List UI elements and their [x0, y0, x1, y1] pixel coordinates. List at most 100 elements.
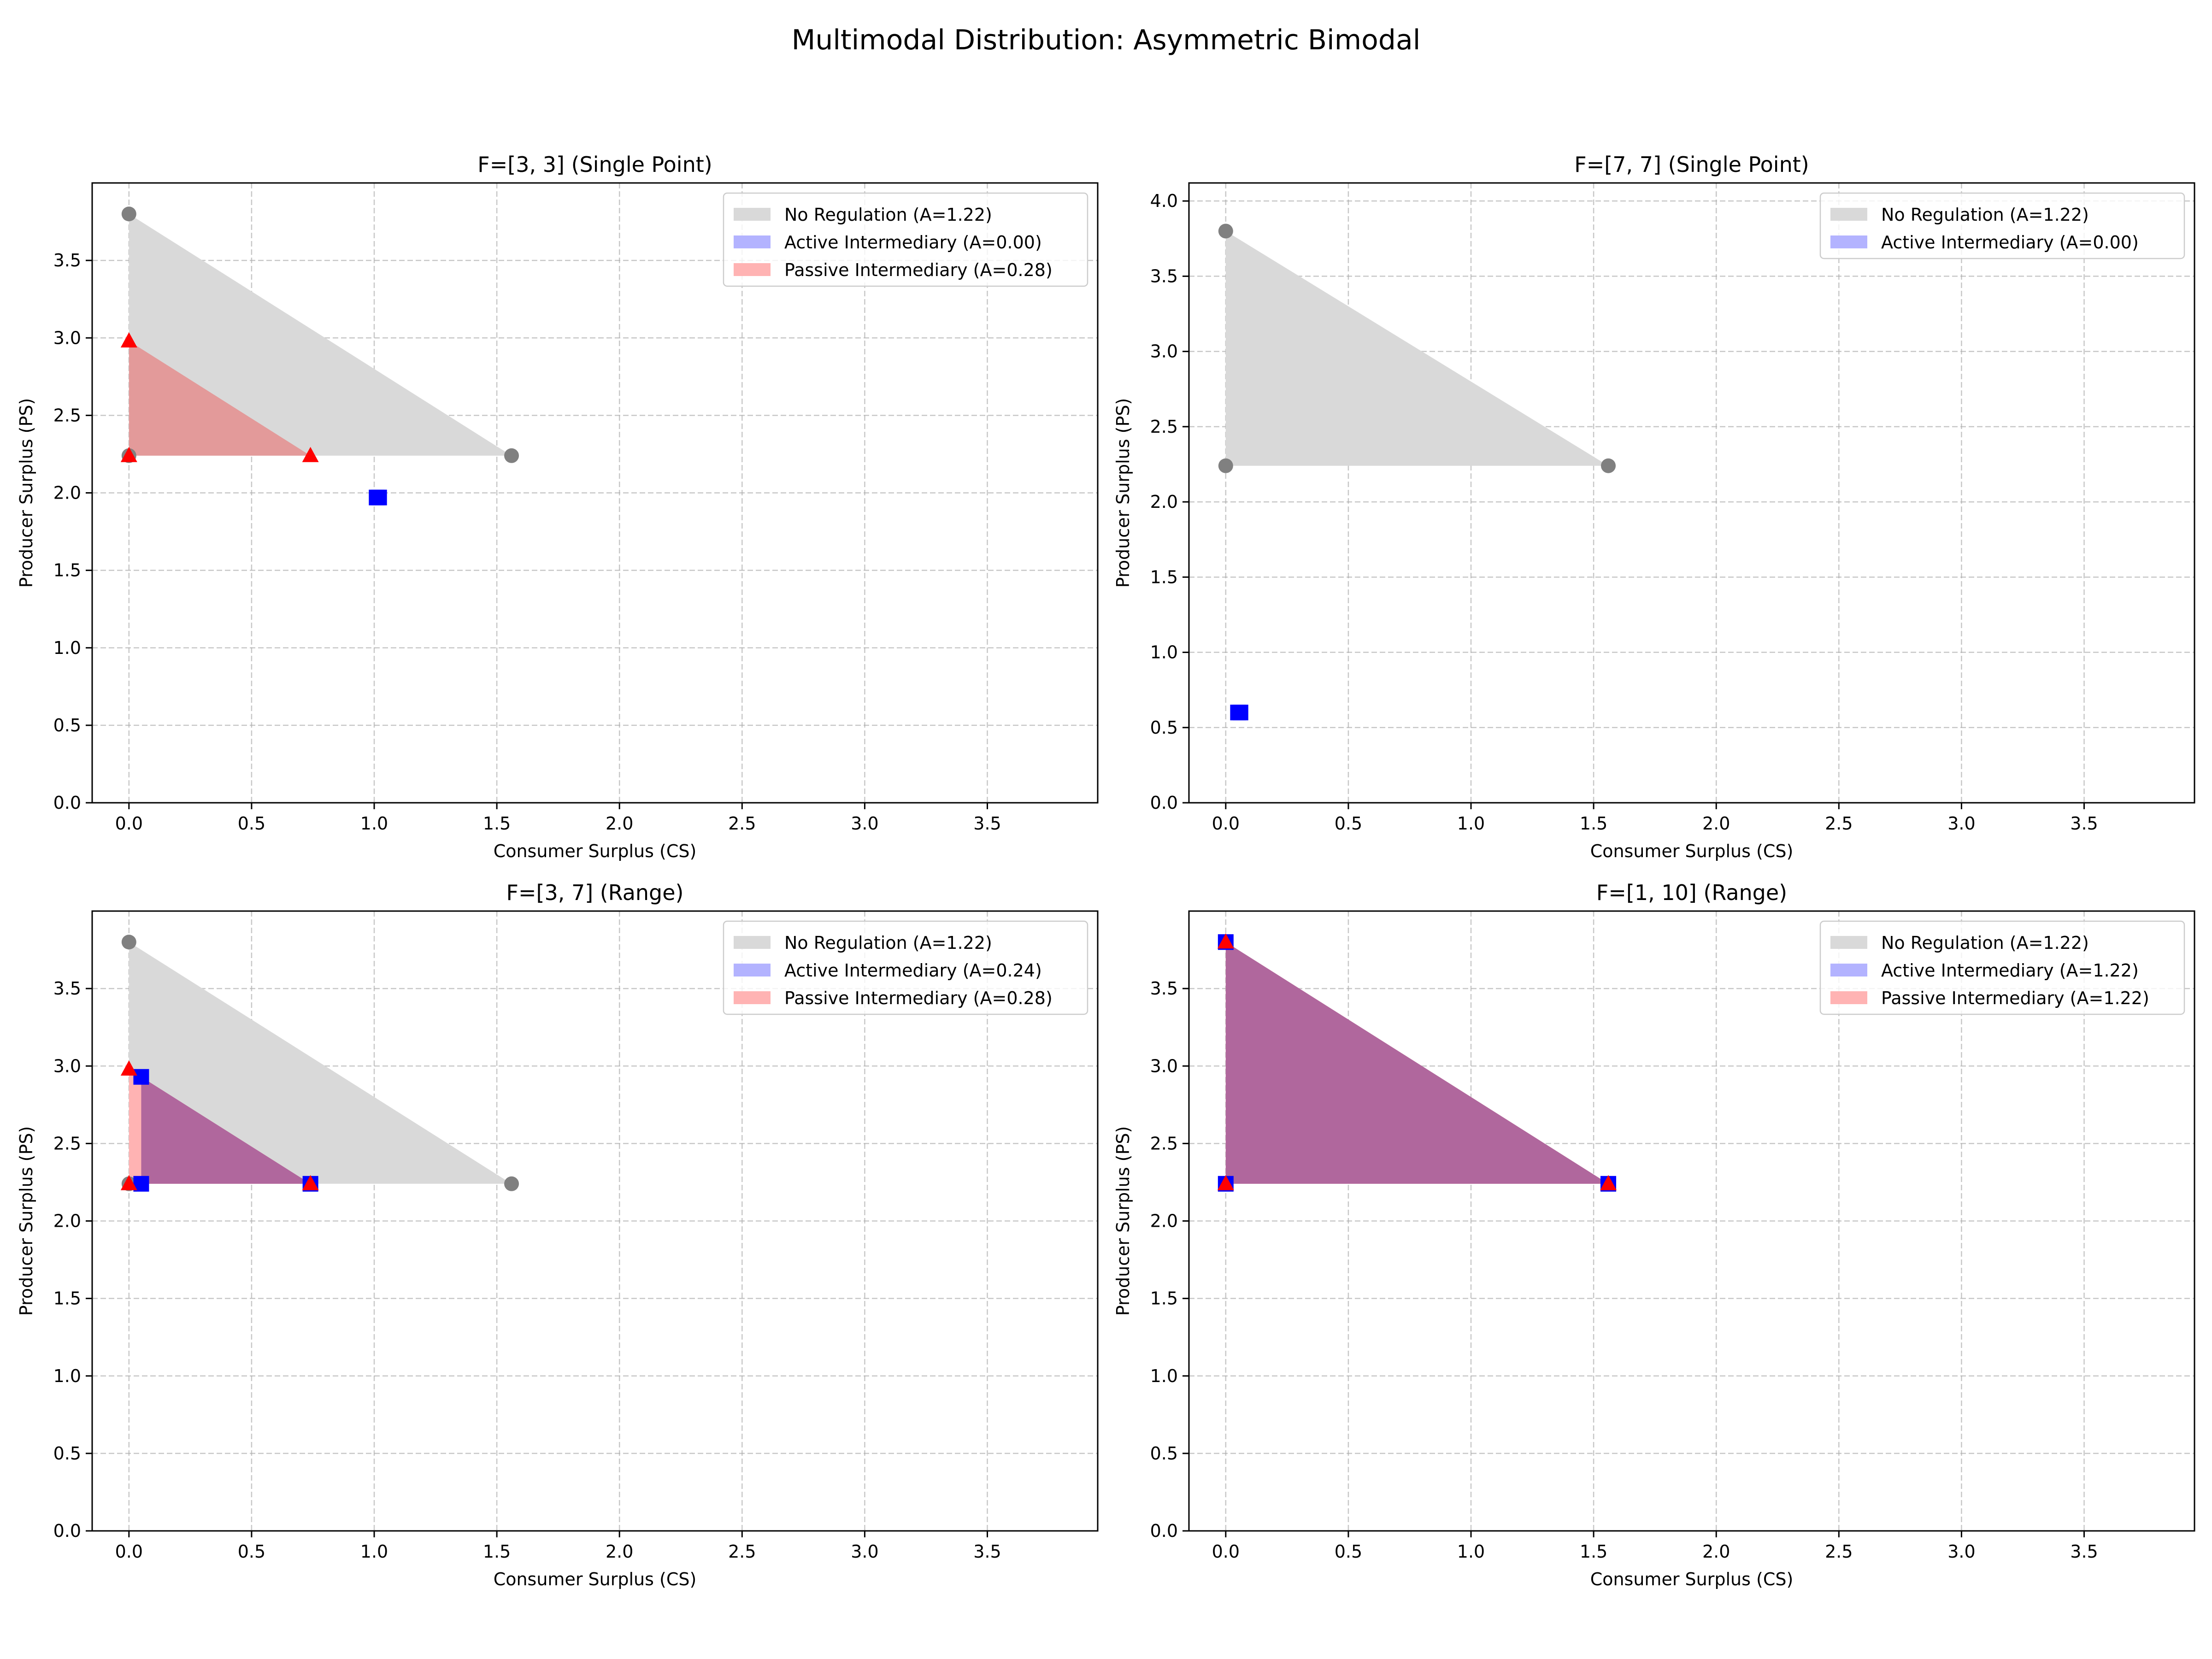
y-axis-label: Producer Surplus (PS) [1113, 1126, 1133, 1316]
passive-intermediary-point [1217, 1175, 1234, 1190]
no-regulation-point [1218, 458, 1233, 473]
y-tick-label: 2.0 [53, 483, 81, 503]
active-intermediary-point [1232, 705, 1248, 721]
y-tick-label: 1.0 [1150, 642, 1178, 663]
legend-entry: Active Intermediary (A=1.22) [1881, 960, 2139, 981]
y-tick-label: 2.0 [1150, 492, 1178, 512]
x-tick-label: 1.0 [360, 1541, 388, 1562]
y-tick-label: 1.5 [53, 560, 81, 581]
legend: No Regulation (A=1.22) Active Intermediar… [723, 920, 1088, 1015]
y-tick-label: 3.5 [1150, 266, 1178, 286]
x-tick-label: 1.0 [1457, 1541, 1485, 1562]
no-regulation-area [129, 942, 512, 1184]
x-axis-label: Consumer Surplus (CS) [1590, 841, 1794, 861]
y-tick-label: 2.5 [53, 405, 81, 425]
legend-swatch [734, 263, 771, 276]
x-tick-label: 3.0 [1947, 813, 1975, 834]
x-tick-label: 2.0 [1702, 813, 1730, 834]
y-tick-label: 2.0 [53, 1211, 81, 1231]
legend-swatch [1830, 964, 1867, 977]
no-regulation-point [504, 1176, 519, 1191]
legend-swatch [734, 964, 771, 977]
y-tick-label: 1.0 [53, 638, 81, 658]
legend-entry: Active Intermediary (A=0.00) [784, 232, 1042, 253]
legend-swatch [1830, 991, 1867, 1004]
x-tick-label: 3.5 [2070, 1541, 2098, 1562]
x-tick-label: 3.0 [851, 813, 878, 834]
legend: No Regulation (A=1.22) Active Intermediar… [723, 192, 1088, 287]
figure-title: Multimodal Distribution: Asymmetric Bimo… [791, 24, 1421, 56]
y-tick-label: 3.5 [53, 978, 81, 999]
legend-entry: Active Intermediary (A=0.24) [784, 960, 1042, 981]
x-tick-label: 0.0 [1212, 813, 1240, 834]
passive-intermediary-point [120, 332, 137, 347]
legend-swatch [734, 235, 771, 248]
legend-entry: Passive Intermediary (A=0.28) [784, 988, 1053, 1008]
x-tick-label: 1.0 [1457, 813, 1485, 834]
y-tick-label: 1.5 [1150, 1288, 1178, 1309]
x-tick-label: 1.5 [483, 1541, 511, 1562]
legend-swatch [1830, 208, 1867, 221]
y-tick-label: 1.5 [53, 1288, 81, 1309]
legend-box [723, 192, 1088, 287]
x-tick-label: 1.0 [360, 813, 388, 834]
active-intermediary-area [141, 1077, 311, 1184]
y-axis-label: Producer Surplus (PS) [16, 1126, 36, 1316]
y-axis-label: Producer Surplus (PS) [1113, 398, 1133, 588]
y-tick-label: 3.0 [1150, 341, 1178, 362]
x-tick-label: 1.5 [483, 813, 511, 834]
legend-entry: No Regulation (A=1.22) [784, 933, 992, 953]
x-tick-label: 1.5 [1580, 813, 1607, 834]
no-regulation-area [1225, 231, 1609, 466]
y-tick-label: 1.0 [53, 1366, 81, 1386]
y-tick-label: 2.0 [1150, 1211, 1178, 1231]
no-regulation-point [121, 935, 136, 950]
y-tick-label: 0.5 [1150, 1443, 1178, 1464]
subplot-title: F=[1, 10] (Range) [1596, 880, 1787, 905]
y-tick-label: 2.5 [1150, 417, 1178, 437]
no-regulation-area [129, 214, 512, 456]
no-regulation-point [504, 448, 519, 463]
legend-swatch [1830, 936, 1867, 949]
x-tick-label: 2.5 [728, 1541, 756, 1562]
legend: No Regulation (A=1.22) Active Intermediar… [1819, 920, 2185, 1015]
passive-intermediary-area [129, 341, 311, 456]
legend-box [723, 920, 1088, 1015]
y-tick-label: 3.0 [53, 1056, 81, 1076]
active-intermediary-point [371, 489, 387, 506]
y-axis-label: Producer Surplus (PS) [16, 398, 36, 588]
x-axis-label: Consumer Surplus (CS) [494, 841, 697, 861]
y-tick-label: 0.5 [53, 1443, 81, 1464]
x-tick-label: 0.5 [238, 813, 265, 834]
y-tick-label: 0.0 [53, 793, 81, 813]
chart-4: 0.0 0.5 1.0 1.5 2.0 2.5 3.0 3.5 0.0 0.5 1.0 1.5 2.0 2… [1113, 880, 2195, 1589]
y-tick-label: 3.5 [53, 250, 81, 271]
y-tick-label: 0.0 [1150, 1521, 1178, 1541]
active-intermediary-area [1225, 942, 1609, 1184]
x-tick-label: 0.0 [1212, 1541, 1240, 1562]
passive-intermediary-point [302, 1175, 319, 1190]
legend-entry: Active Intermediary (A=0.00) [1881, 232, 2139, 253]
plot-frame [1188, 182, 2195, 804]
active-intermediary-point [133, 1069, 149, 1085]
x-tick-label: 2.5 [1825, 1541, 1853, 1562]
legend-swatch [734, 936, 771, 949]
legend-entry: No Regulation (A=1.22) [1881, 205, 2089, 225]
y-tick-label: 2.5 [1150, 1133, 1178, 1153]
x-tick-label: 0.5 [238, 1541, 265, 1562]
passive-intermediary-point [120, 447, 137, 462]
legend-entry: No Regulation (A=1.22) [784, 205, 992, 225]
legend-box [1819, 192, 2185, 259]
x-tick-label: 0.5 [1335, 1541, 1362, 1562]
x-tick-label: 3.0 [851, 1541, 878, 1562]
x-tick-label: 3.5 [2070, 813, 2098, 834]
legend-entry: No Regulation (A=1.22) [1881, 933, 2089, 953]
y-tick-label: 4.0 [1150, 191, 1178, 211]
no-regulation-point [1218, 224, 1233, 239]
x-tick-label: 0.0 [115, 1541, 143, 1562]
passive-intermediary-point [120, 1060, 137, 1076]
y-tick-label: 2.5 [53, 1133, 81, 1153]
chart-1: 0.0 0.5 1.0 1.5 2.0 2.5 3.0 3.5 0.0 0.5 1.0 1.5 2.0 2… [16, 152, 1099, 861]
y-tick-label: 0.5 [1150, 718, 1178, 738]
